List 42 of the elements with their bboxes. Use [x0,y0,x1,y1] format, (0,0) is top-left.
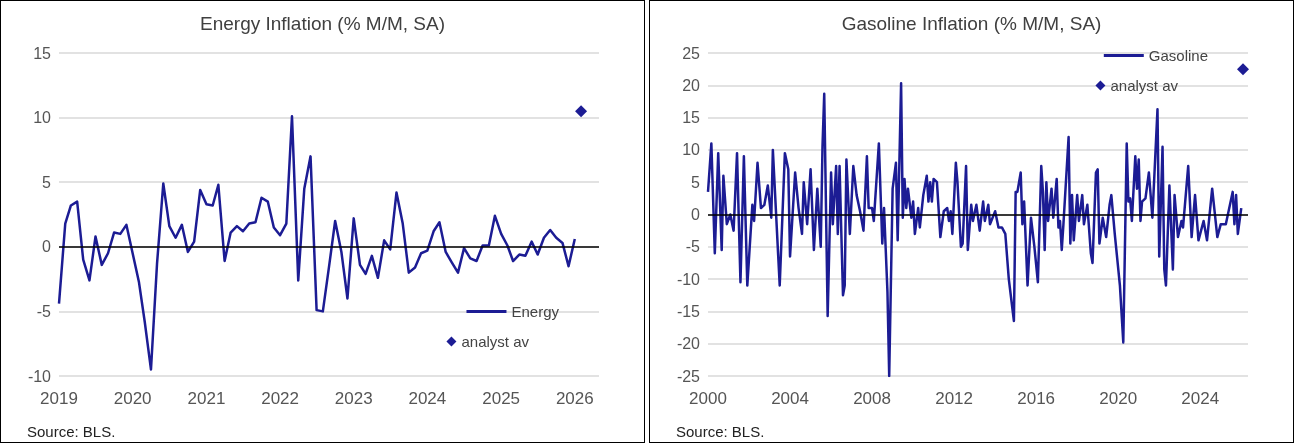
source-note: Source: BLS. [676,423,765,440]
legend-label: analyst av [1110,77,1179,94]
x-tick-label: 2020 [1099,389,1138,408]
x-tick-label: 2008 [853,389,891,408]
y-tick-label: 0 [42,238,52,256]
y-tick-label: -10 [676,270,701,288]
x-tick-label: 2024 [408,389,447,408]
y-tick-label: 5 [691,173,701,191]
y-tick-label: 10 [682,141,701,159]
source-note: Source: BLS. [27,423,116,440]
x-tick-label: 2012 [935,389,974,408]
y-tick-label: 20 [682,76,701,94]
y-tick-label: -10 [27,367,52,385]
x-tick-label: 2020 [113,389,152,408]
x-tick-label: 2026 [555,389,594,408]
line-series [57,115,577,371]
x-tick-label: 2024 [1181,389,1220,408]
x-tick-label: 2019 [40,389,78,408]
y-tick-label: -20 [676,335,701,353]
y-tick-label: 10 [33,109,52,127]
y-tick-label: -5 [36,302,52,320]
y-tick-label: -15 [676,302,701,320]
y-tick-label: 15 [682,109,701,127]
x-tick-label: 2023 [334,389,373,408]
y-tick-label: 15 [33,44,52,62]
x-tick-label: 2021 [187,389,226,408]
y-tick-label: -25 [676,367,701,385]
y-tick-label: 5 [42,173,52,191]
x-tick-label: 2022 [261,389,299,408]
line-series [706,82,1243,378]
legend-label: analyst av [461,333,530,350]
x-tick-label: 2004 [771,389,809,408]
x-tick-label: 2000 [689,389,727,408]
y-tick-label: -5 [685,238,701,256]
x-tick-label: 2016 [1017,389,1056,408]
legend-label: Energy [511,303,560,320]
y-tick-label: 25 [682,44,701,62]
chart-title: Energy Inflation (% M/M, SA) [200,13,445,34]
legend-label: Gasoline [1148,47,1208,64]
x-tick-label: 2025 [482,389,521,408]
y-tick-label: 0 [691,206,701,223]
chart-title: Gasoline Inflation (% M/M, SA) [841,13,1102,34]
